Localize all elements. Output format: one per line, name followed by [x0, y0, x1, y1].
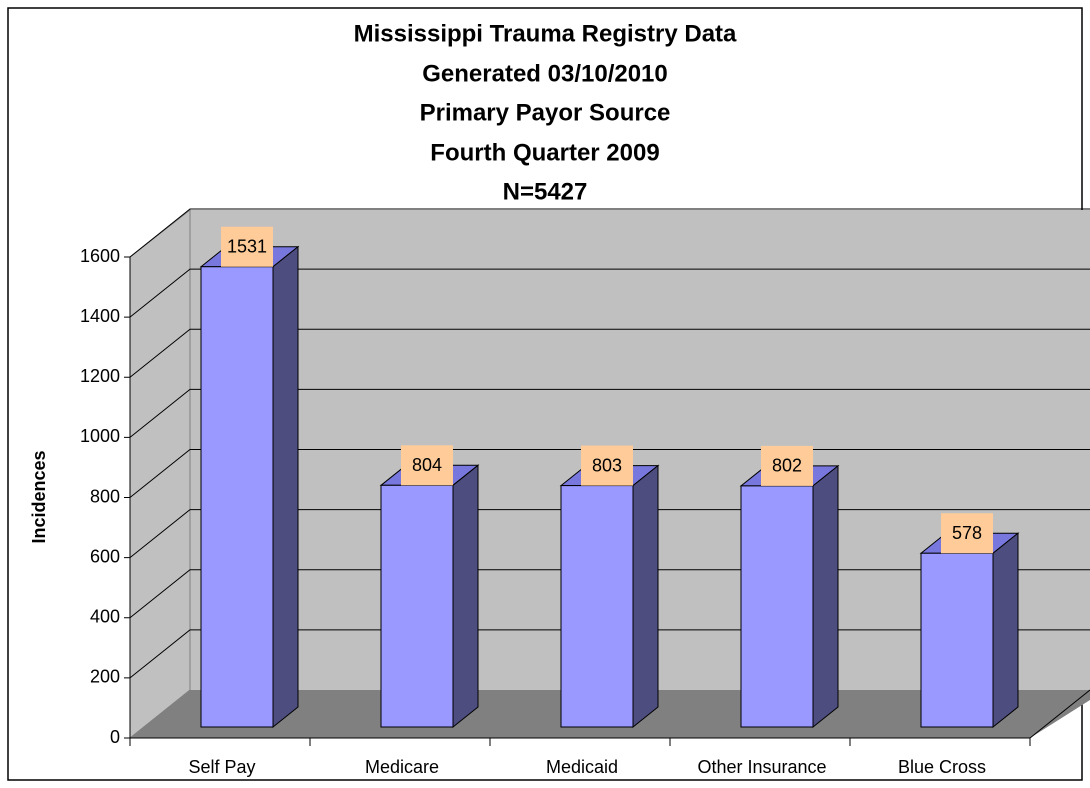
data-label: 1531: [227, 236, 267, 256]
data-label-bg: [761, 445, 813, 486]
bar: [560, 485, 634, 728]
y-tick-label: 1600: [80, 246, 120, 266]
bar: [380, 484, 454, 728]
bar-side: [272, 245, 299, 729]
grid-line: [129, 268, 1090, 318]
data-label-bg: [941, 513, 993, 554]
x-tick-label: Blue Cross: [898, 757, 986, 777]
data-label: 578: [952, 523, 982, 543]
bar-side: [632, 464, 659, 729]
data-label: 803: [592, 455, 622, 475]
bar: [920, 552, 994, 728]
grid-line: [129, 328, 1090, 378]
data-label: 802: [772, 456, 802, 476]
y-tick-label: 600: [90, 546, 120, 566]
bar-side: [992, 532, 1019, 729]
chart-title: N=5427: [503, 178, 588, 205]
y-tick-label: 200: [90, 667, 120, 687]
grid-line: [129, 388, 1090, 438]
data-label-bg: [581, 445, 633, 486]
bar: [740, 485, 814, 728]
data-label-bg: [401, 445, 453, 486]
y-tick-label: 800: [90, 486, 120, 506]
chart-title: Generated 03/10/2010: [422, 60, 668, 87]
y-axis-label: Incidences: [29, 450, 49, 543]
bar: [200, 266, 274, 728]
y-tick-label: 400: [90, 607, 120, 627]
grid-line: [129, 208, 1090, 258]
x-tick-label: Medicaid: [546, 757, 618, 777]
x-tick-label: Other Insurance: [697, 757, 826, 777]
bar-side: [812, 464, 839, 729]
y-tick-label: 0: [110, 727, 120, 747]
data-label: 804: [412, 455, 442, 475]
x-tick-label: Medicare: [365, 757, 439, 777]
y-tick-label: 1400: [80, 306, 120, 326]
bar-side: [452, 464, 479, 729]
chart-title: Primary Payor Source: [420, 99, 671, 126]
chart-title: Mississippi Trauma Registry Data: [354, 20, 737, 47]
x-tick-label: Self Pay: [188, 757, 255, 777]
y-tick-label: 1200: [80, 366, 120, 386]
y-tick-label: 1000: [80, 426, 120, 446]
chart-title: Fourth Quarter 2009: [430, 139, 659, 166]
data-label-bg: [221, 226, 273, 267]
